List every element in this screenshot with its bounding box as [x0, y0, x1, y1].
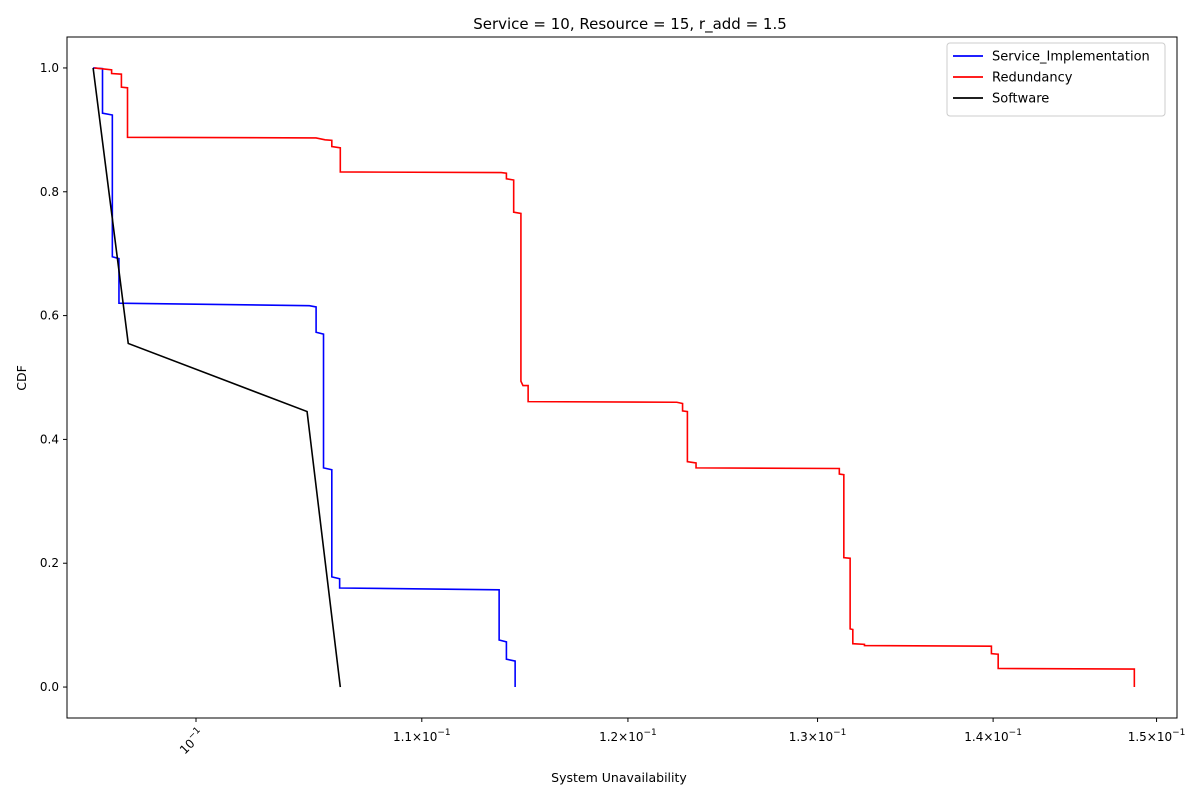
legend: Service_Implementation Redundancy Software — [946, 42, 1166, 117]
series-line-software — [92, 67, 342, 688]
x-tick-label: 1.5×10−1 — [1128, 728, 1186, 744]
y-tick-label: 0.8 — [40, 185, 59, 199]
y-tick-label: 0.2 — [40, 556, 59, 570]
legend-entry: Software — [992, 92, 1049, 107]
series-layer — [92, 67, 1136, 688]
x-axis-label: System Unavailability — [551, 770, 687, 785]
x-tick-label: 1.4×10−1 — [964, 728, 1022, 744]
series-line-redundancy — [94, 67, 1136, 688]
x-tick-label: 1.2×10−1 — [599, 728, 657, 744]
legend-box — [946, 42, 1166, 117]
plot-area — [66, 36, 1178, 719]
x-tick-label: 1.1×10−1 — [393, 728, 451, 744]
y-tick-label: 0.6 — [40, 309, 59, 323]
y-axis-label: CDF — [14, 365, 29, 391]
y-tick-label: 1.0 — [40, 61, 59, 75]
y-tick-label: 0.4 — [40, 432, 59, 446]
x-tick-label: 1.3×10−1 — [789, 728, 847, 744]
series-line-service-implementation — [93, 67, 516, 688]
axes-frame — [66, 36, 1178, 719]
chart-title: Service = 10, Resource = 15, r_add = 1.5 — [473, 15, 787, 34]
y-tick-label: 0.0 — [40, 680, 59, 694]
y-axis: 0.0 0.2 0.4 0.6 0.8 1.0 — [40, 61, 67, 694]
legend-entry: Service_Implementation — [992, 50, 1150, 65]
legend-entry: Redundancy — [992, 71, 1073, 86]
